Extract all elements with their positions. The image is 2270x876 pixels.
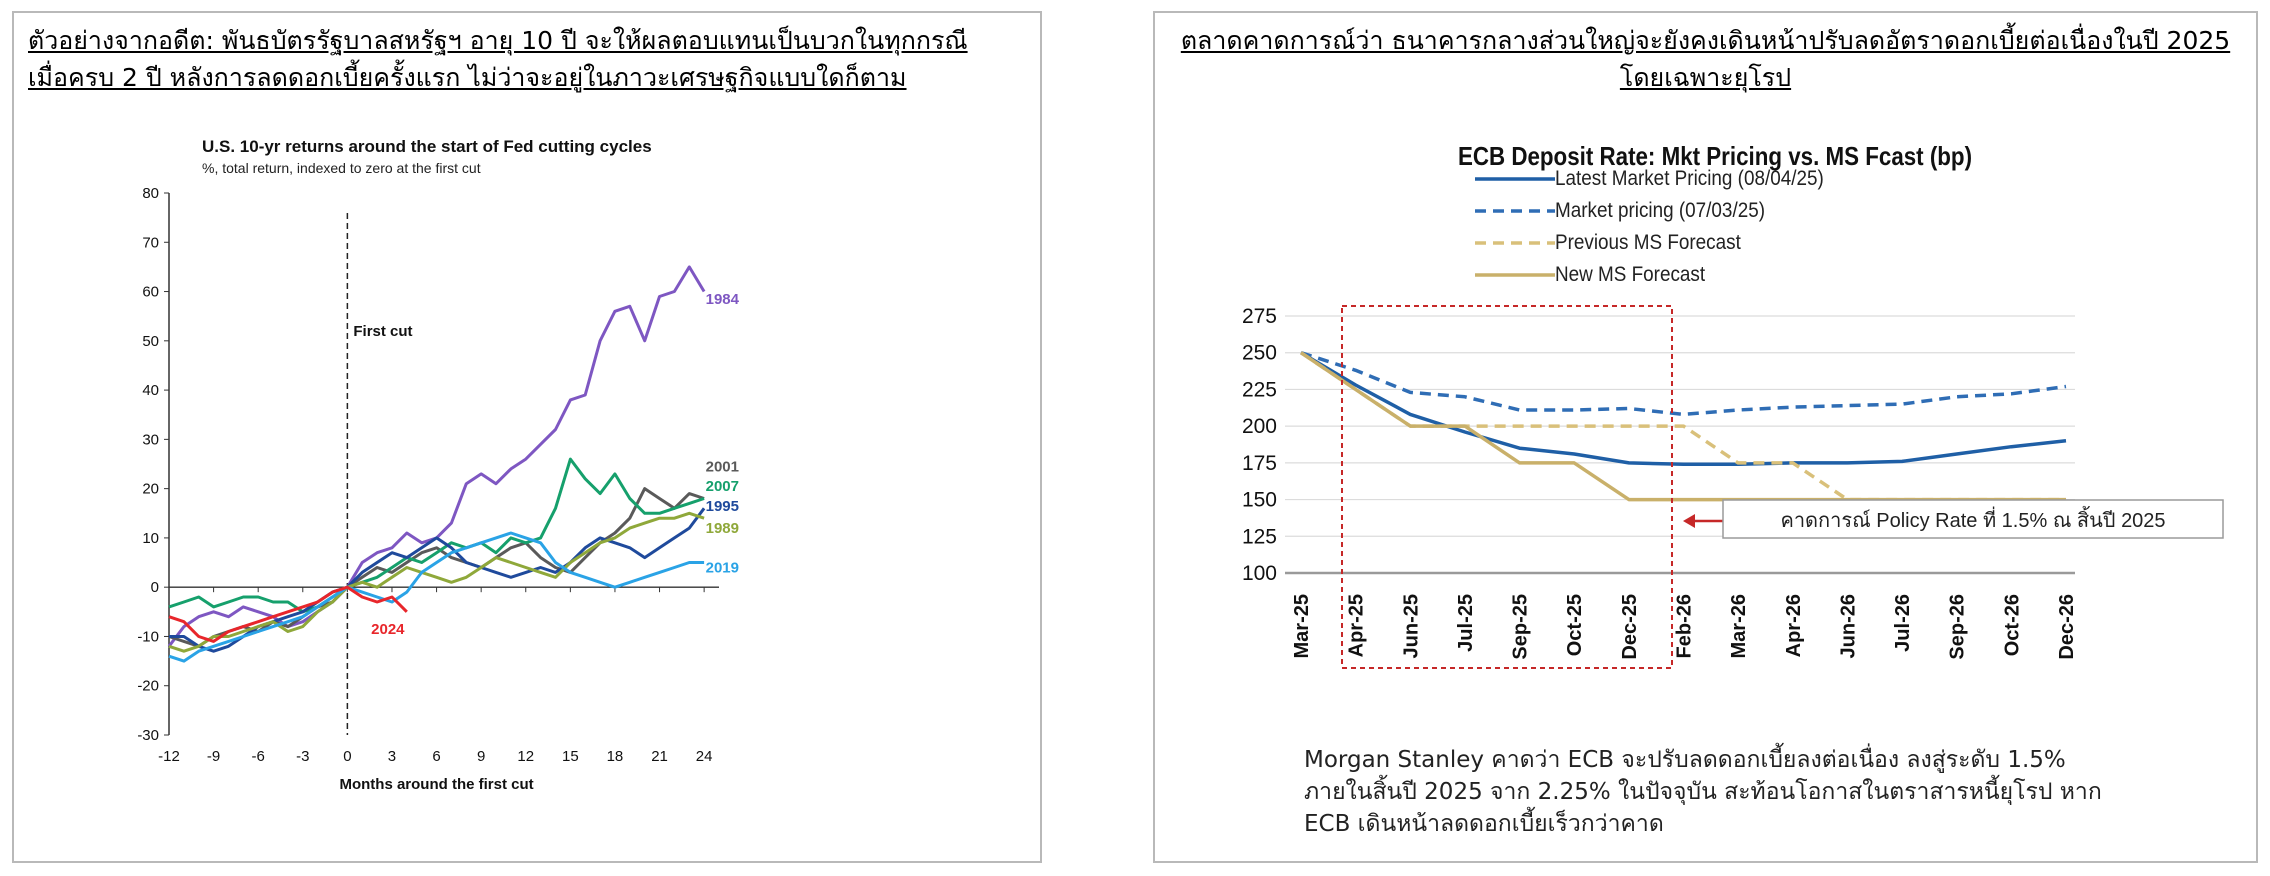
left-y-tick-label: -10 — [137, 628, 159, 645]
right-x-tick-label: Dec-26 — [2056, 594, 2078, 660]
left-x-tick-label: 18 — [607, 748, 624, 765]
left-heading-line-1: ตัวอย่างจากอดีต: พันธบัตรรัฐบาลสหรัฐฯ อา… — [28, 26, 968, 55]
left-y-tick-label: -20 — [137, 678, 159, 695]
callout-arrow-head — [1683, 514, 1695, 528]
left-chart-title: U.S. 10-yr returns around the start of F… — [202, 137, 652, 156]
series-label-2019: 2019 — [706, 559, 739, 576]
ecb-series-line-latest-market-pricing-08-04-25 — [1300, 351, 2067, 467]
series-label-2024: 2024 — [371, 621, 405, 638]
ecb-deposit-rate-chart: ECB Deposit Rate: Mkt Pricing vs. MS Fca… — [1242, 142, 2224, 669]
left-x-axis-label: Months around the first cut — [339, 776, 533, 793]
left-x-tick-label: -9 — [207, 748, 220, 765]
right-x-tick-label: Sep-26 — [1947, 594, 1969, 660]
note-line-1: Morgan Stanley คาดว่า ECB จะปรับลดดอกเบี… — [1304, 747, 2066, 773]
right-y-tick-label: 100 — [1242, 562, 1277, 585]
right-x-tick-label: Feb-26 — [1674, 594, 1696, 658]
series-line-2007 — [168, 457, 705, 614]
series-line-2019 — [168, 531, 705, 663]
left-chart-subtitle: %, total return, indexed to zero at the … — [202, 160, 481, 176]
legend-label-previous-ms-forecast: Previous MS Forecast — [1555, 231, 1741, 254]
right-y-tick-label: 125 — [1242, 525, 1277, 548]
left-heading-line-2: เมื่อครบ 2 ปี หลังการลดดอกเบี้ยครั้งแรก … — [28, 63, 907, 92]
series-label-2007: 2007 — [706, 478, 739, 495]
right-y-tick-label: 275 — [1242, 305, 1277, 328]
left-panel: ตัวอย่างจากอดีต: พันธบัตรรัฐบาลสหรัฐฯ อา… — [12, 11, 1042, 863]
note-line-3: ECB เดินหน้าลดดอกเบี้ยเร็วกว่าคาด — [1304, 811, 1664, 837]
left-y-tick-label: 30 — [142, 431, 159, 448]
left-x-tick-label: 24 — [696, 748, 713, 765]
left-y-tick-label: 10 — [142, 530, 159, 547]
left-y-tick-label: -30 — [137, 727, 159, 744]
right-x-tick-label: Jul-25 — [1455, 594, 1477, 652]
left-panel-heading: ตัวอย่างจากอดีต: พันธบัตรรัฐบาลสหรัฐฯ อา… — [28, 22, 968, 96]
ecb-series-line-market-pricing-07-03-25 — [1300, 351, 2067, 417]
right-panel-heading: ตลาดคาดการณ์ว่า ธนาคารกลางส่วนใหญ่จะยังค… — [1155, 22, 2256, 96]
left-y-tick-label: 20 — [142, 481, 159, 498]
first-cut-annotation: First cut — [353, 323, 412, 340]
right-chart-title: ECB Deposit Rate: Mkt Pricing vs. MS Fca… — [1458, 142, 1972, 171]
right-x-tick-label: Jun-25 — [1400, 594, 1422, 658]
right-x-tick-label: Mar-26 — [1728, 594, 1750, 658]
ecb-forecast-note: Morgan Stanley คาดว่า ECB จะปรับลดดอกเบี… — [1304, 744, 2204, 840]
left-y-tick-label: 0 — [151, 579, 159, 596]
left-y-tick-label: 70 — [142, 234, 159, 251]
left-x-tick-label: -3 — [296, 748, 309, 765]
series-line-2001 — [168, 487, 705, 648]
left-y-tick-label: 40 — [142, 382, 159, 399]
left-x-tick-label: 3 — [388, 748, 396, 765]
right-heading-line-2: โดยเฉพาะยุโรป — [1619, 63, 1792, 92]
series-label-2001: 2001 — [706, 458, 739, 475]
left-y-tick-label: 50 — [142, 333, 159, 350]
series-line-2024 — [168, 585, 408, 643]
right-x-tick-label: Apr-25 — [1346, 594, 1368, 657]
left-x-tick-label: -6 — [252, 748, 265, 765]
right-x-tick-label: Mar-25 — [1291, 594, 1313, 658]
legend-label-new-ms-forecast: New MS Forecast — [1555, 263, 1706, 286]
note-line-2: ภายในสิ้นปี 2025 จาก 2.25% ในปัจจุบัน สะ… — [1304, 779, 2102, 805]
right-x-tick-label: Sep-25 — [1510, 594, 1532, 660]
series-label-1989: 1989 — [706, 520, 739, 537]
right-y-tick-label: 200 — [1242, 415, 1277, 438]
legend-label-market-pricing-07-03-25: Market pricing (07/03/25) — [1555, 199, 1765, 222]
us10y-returns-chart: U.S. 10-yr returns around the start of F… — [137, 137, 740, 793]
right-x-tick-label: Oct-25 — [1564, 594, 1586, 656]
left-x-tick-label: 15 — [562, 748, 579, 765]
right-x-tick-label: Oct-26 — [2001, 594, 2023, 656]
right-x-tick-label: Apr-26 — [1783, 594, 1805, 657]
right-y-tick-label: 250 — [1242, 342, 1277, 365]
left-y-tick-label: 60 — [142, 284, 159, 301]
right-panel: ตลาดคาดการณ์ว่า ธนาคารกลางส่วนใหญ่จะยังค… — [1153, 11, 2258, 863]
callout-text: คาดการณ์ Policy Rate ที่ 1.5% ณ สิ้นปี 2… — [1780, 506, 2165, 532]
callout-box — [1722, 499, 2224, 539]
series-label-1995: 1995 — [706, 498, 739, 515]
right-x-tick-label: Jun-26 — [1837, 594, 1859, 658]
left-y-tick-label: 80 — [142, 185, 159, 202]
right-y-tick-label: 150 — [1242, 489, 1277, 512]
right-x-tick-label: Dec-25 — [1619, 594, 1641, 660]
right-x-tick-label: Jul-26 — [1892, 594, 1914, 652]
left-x-tick-label: -12 — [158, 748, 180, 765]
right-y-tick-label: 225 — [1242, 378, 1277, 401]
right-heading-line-1: ตลาดคาดการณ์ว่า ธนาคารกลางส่วนใหญ่จะยังค… — [1180, 26, 2231, 55]
series-label-1984: 1984 — [706, 291, 740, 308]
series-line-1989 — [168, 511, 705, 653]
left-x-tick-label: 9 — [477, 748, 485, 765]
legend-label-latest-market-pricing-08-04-25: Latest Market Pricing (08/04/25) — [1555, 167, 1824, 190]
highlight-2025-box — [1341, 305, 1673, 669]
right-y-tick-label: 175 — [1242, 452, 1277, 475]
left-x-tick-label: 0 — [343, 748, 351, 765]
left-x-tick-label: 21 — [651, 748, 668, 765]
left-x-tick-label: 6 — [432, 748, 440, 765]
left-x-tick-label: 12 — [517, 748, 534, 765]
